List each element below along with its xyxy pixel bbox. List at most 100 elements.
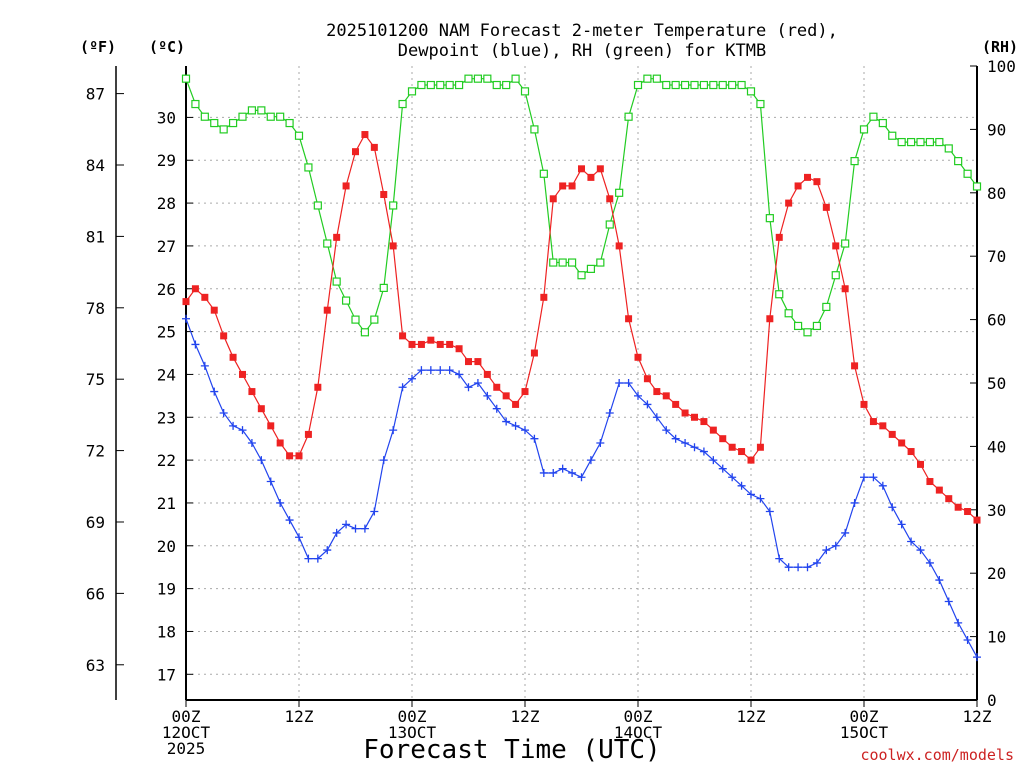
- 2-meter-temperature-point: [578, 165, 585, 173]
- rh-tick-label: 100: [987, 57, 1016, 76]
- 2-meter-temperature-point: [964, 508, 972, 516]
- 2-meter-temperature-point: [719, 435, 727, 443]
- 2-meter-temperature-point: [926, 478, 934, 486]
- x-tick-label: 00Z: [398, 707, 427, 726]
- 2-meter-temperature-point: [502, 392, 510, 400]
- celsius-tick-label: 30: [157, 108, 176, 127]
- dewpoint-point: [596, 438, 605, 447]
- dewpoint-point: [973, 653, 981, 662]
- rh-point: [586, 264, 596, 273]
- rh-point: [351, 315, 360, 324]
- 2-meter-temperature-point: [408, 340, 416, 348]
- 2-meter-temperature-point: [201, 293, 209, 301]
- 2-meter-temperature-point: [210, 306, 218, 314]
- rh-point: [690, 80, 699, 90]
- dewpoint-point: [784, 563, 793, 572]
- credit-text: coolwx.com/models: [860, 746, 1014, 764]
- rh-point: [624, 112, 633, 121]
- dewpoint-point: [200, 361, 209, 370]
- dewpoint-point: [652, 413, 661, 422]
- 2-meter-temperature-point: [822, 203, 830, 211]
- rh-point: [765, 214, 774, 223]
- 2-meter-temperature-point: [436, 340, 444, 348]
- fahrenheit-tick-label: 84: [86, 156, 105, 175]
- rh-line: [185, 77, 978, 334]
- dewpoint-point: [389, 426, 398, 435]
- rh-point: [841, 239, 850, 248]
- dewpoint-point: [247, 438, 256, 447]
- 2-meter-temperature-point: [267, 422, 275, 430]
- rh-point: [454, 80, 464, 90]
- fahrenheit-tick-label: 69: [86, 513, 105, 532]
- rh-point: [775, 290, 784, 299]
- dewpoint-point: [539, 468, 548, 477]
- 2-meter-temperature-point: [869, 418, 877, 426]
- 2-meter-temperature-point: [596, 165, 604, 173]
- y-axis-rh: 0 10 20 30 40 50 60 70 80 90 100: [970, 57, 1016, 710]
- dewpoint-point: [662, 426, 671, 435]
- 2-meter-temperature-point: [606, 195, 614, 203]
- 2-meter-temperature-point: [389, 242, 397, 250]
- rh-point: [737, 80, 746, 90]
- celsius-tick-label: 29: [157, 151, 176, 170]
- rh-tick-label: 80: [987, 184, 1006, 203]
- dewpoint-point: [426, 366, 435, 375]
- x-tick-label: 00Z: [624, 707, 653, 726]
- 2-meter-temperature-point: [888, 430, 896, 438]
- dewpoint-point: [737, 481, 746, 490]
- 2-meter-temperature-point: [361, 131, 369, 139]
- celsius-tick-label: 18: [157, 622, 176, 641]
- dewpoint-point: [398, 383, 407, 392]
- rh-point: [210, 118, 219, 128]
- 2-meter-temperature-point: [455, 345, 463, 353]
- dewpoint-point: [812, 558, 821, 567]
- fahrenheit-tick-label: 81: [86, 227, 105, 246]
- 2-meter-temperature-point: [898, 439, 906, 447]
- 2-meter-temperature-point: [615, 242, 623, 250]
- dewpoint-point: [492, 404, 501, 413]
- rh-point: [906, 137, 916, 147]
- fahrenheit-tick-label: 87: [86, 85, 105, 104]
- celsius-tick-label: 20: [157, 537, 176, 556]
- rh-point: [276, 112, 285, 121]
- 2-meter-temperature-point: [794, 182, 802, 190]
- dewpoint-point: [408, 374, 416, 383]
- fahrenheit-tick-label: 66: [86, 584, 105, 603]
- chart-title-line-1: 2025101200 NAM Forecast 2-meter Temperat…: [326, 21, 838, 41]
- 2-meter-temperature-point: [314, 383, 322, 391]
- dewpoint-point: [831, 541, 840, 550]
- rh-point: [520, 87, 530, 96]
- rh-point: [850, 157, 859, 166]
- 2-meter-temperature-point: [304, 430, 312, 438]
- rh-point: [417, 80, 426, 90]
- dewpoint-point: [634, 391, 642, 400]
- 2-meter-temperature-point: [813, 178, 821, 186]
- rh-point: [567, 258, 577, 267]
- dewpoint-point: [709, 456, 718, 465]
- dewpoint-point: [878, 481, 887, 490]
- rh-point: [304, 163, 313, 172]
- rh-point: [285, 118, 294, 128]
- dewpoint-point: [257, 456, 266, 465]
- dewpoint-point: [963, 636, 972, 645]
- rh-tick-label: 10: [987, 628, 1006, 647]
- rh-point: [549, 258, 558, 267]
- gridlines: [186, 66, 977, 700]
- 2-meter-temperature-point: [427, 336, 435, 344]
- x-tick-label: 12Z: [737, 707, 766, 726]
- rh-point: [963, 169, 972, 178]
- dewpoint-point: [464, 383, 473, 392]
- x-tick-label: 15OCT: [840, 723, 889, 742]
- x-tick-label: 12Z: [285, 707, 314, 726]
- rh-point: [935, 137, 944, 147]
- 2-meter-temperature-point: [276, 439, 284, 447]
- celsius-tick-label: 25: [157, 323, 176, 342]
- rh-point: [389, 201, 398, 210]
- dewpoint-point: [907, 537, 916, 546]
- dewpoint-point: [944, 597, 953, 606]
- rh-point: [633, 80, 643, 90]
- rh-point: [680, 80, 690, 90]
- rh-point: [257, 106, 266, 115]
